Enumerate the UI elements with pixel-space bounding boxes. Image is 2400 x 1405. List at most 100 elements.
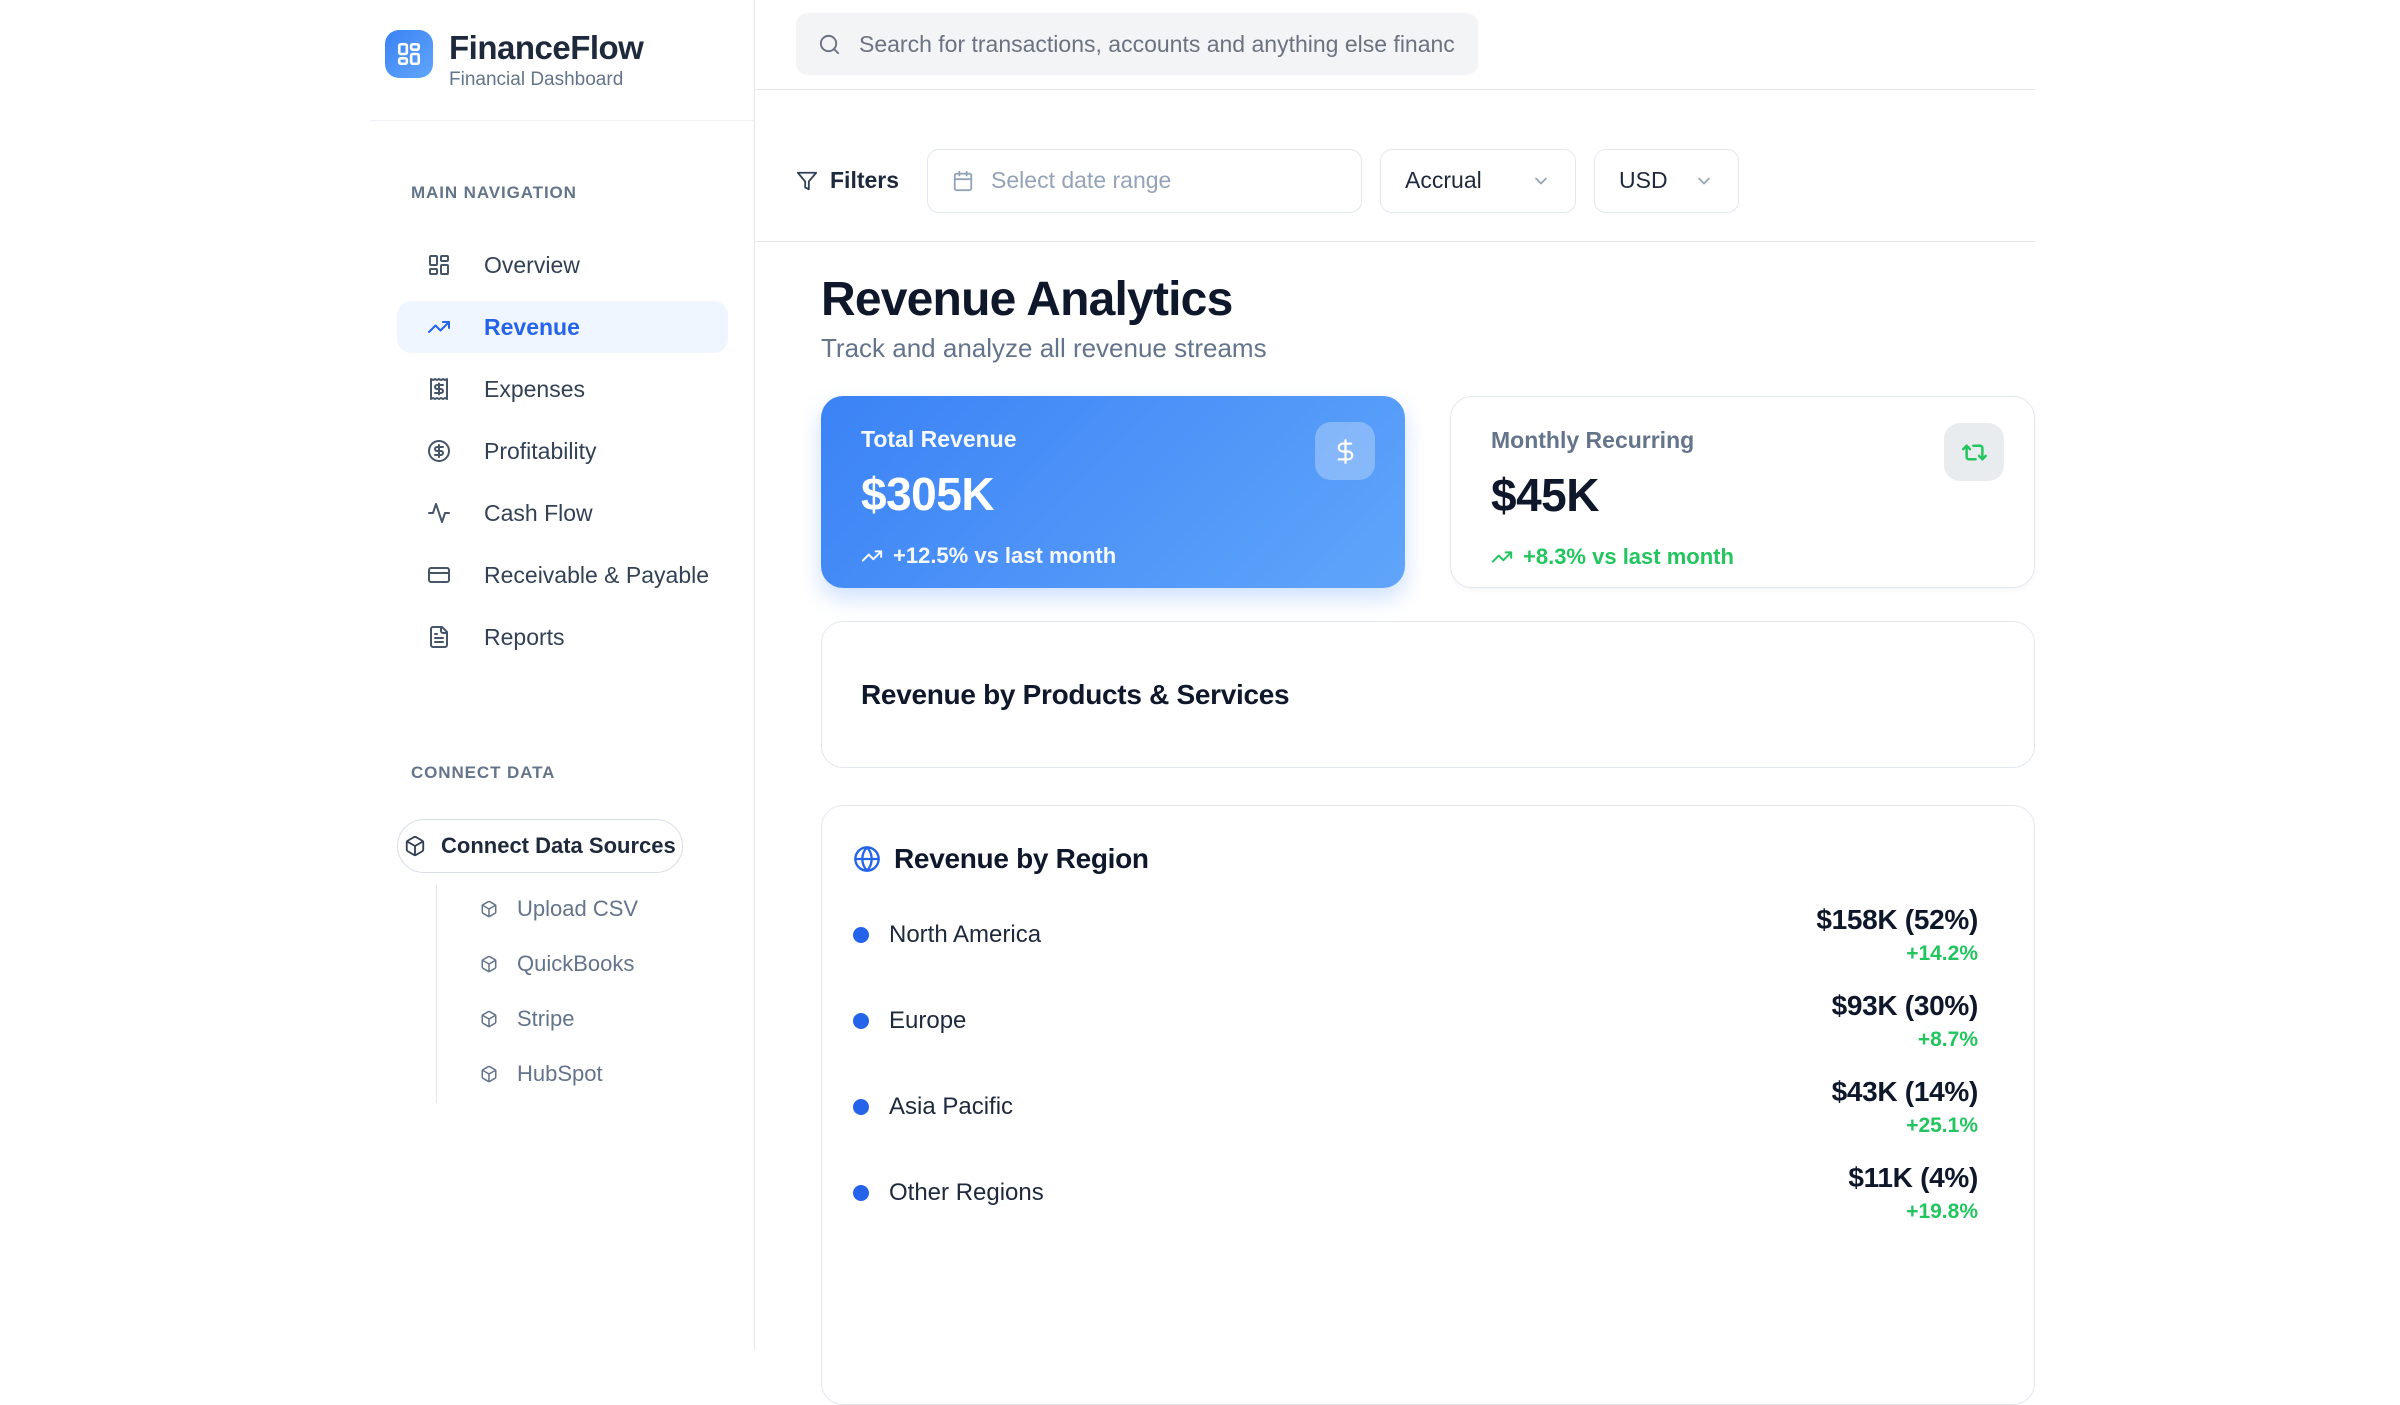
region-name: Other Regions: [889, 1179, 1044, 1206]
kpi-label: Monthly Recurring: [1491, 427, 1695, 453]
regions-panel-header: Revenue by Region: [853, 842, 1978, 876]
sidebar-item-label: Expenses: [484, 375, 586, 402]
legend-dot-icon: [853, 1185, 869, 1201]
accounting-basis-value: Accrual: [1405, 167, 1482, 193]
app-window: FinanceFlow Financial Dashboard MAIN NAV…: [370, 0, 2400, 1405]
chevron-down-icon: [1694, 171, 1714, 191]
package-icon: [480, 1010, 498, 1028]
kpi-cards: Total Revenue $305K +12.5% vs last month: [821, 396, 2035, 588]
kpi-card-total-revenue: Total Revenue $305K +12.5% vs last month: [821, 396, 1405, 588]
main-area: Filters Select date range Accrual USD: [755, 0, 2400, 1405]
receipt-icon: [427, 377, 451, 401]
kpi-value: $305K: [861, 468, 995, 520]
region-change: +25.1%: [1906, 1114, 1978, 1137]
globe-icon: [853, 845, 881, 873]
repeat-icon: [1961, 439, 1988, 466]
package-icon: [480, 900, 498, 918]
brand: FinanceFlow Financial Dashboard: [370, 0, 755, 121]
kpi-value: $45K: [1491, 469, 1599, 521]
sidebar-item-label: Reports: [484, 623, 565, 650]
accounting-basis-select[interactable]: Accrual: [1380, 148, 1577, 213]
top-bar: [755, 0, 2035, 90]
sidebar-item-label: Cash Flow: [484, 499, 593, 526]
nav-section-label: MAIN NAVIGATION: [411, 183, 577, 202]
package-icon: [404, 835, 426, 857]
source-item-label: HubSpot: [517, 1060, 603, 1086]
currency-value: USD: [1619, 167, 1668, 193]
sidebar-item-label: Receivable & Payable: [484, 561, 710, 588]
region-row-asia-pacific: Asia Pacific $43K (14%) +25.1%: [853, 1064, 1978, 1150]
brand-tagline: Financial Dashboard: [449, 69, 624, 90]
kpi-icon-chip: [1315, 422, 1375, 480]
circle-dollar-icon: [427, 439, 451, 463]
kpi-delta: +8.3% vs last month: [1491, 544, 1994, 570]
source-item-hubspot[interactable]: HubSpot: [370, 1046, 755, 1101]
data-source-list: Upload CSV QuickBooks Stripe: [370, 881, 755, 1103]
source-item-label: QuickBooks: [517, 950, 635, 976]
brand-name: FinanceFlow: [449, 29, 644, 66]
connect-data-sources-button[interactable]: Connect Data Sources: [397, 819, 683, 873]
layout-dashboard-icon: [427, 253, 451, 277]
chevron-down-icon: [1531, 171, 1551, 191]
app-logo: [385, 30, 433, 78]
search-icon: [818, 33, 841, 56]
sidebar-item-cash-flow[interactable]: Cash Flow: [397, 487, 728, 539]
trending-up-icon: [1491, 546, 1513, 568]
region-list: North America $158K (52%) +14.2% Europe: [853, 892, 1978, 1236]
kpi-card-monthly-recurring: Monthly Recurring $45K +8.3% vs last mon…: [1450, 396, 2035, 588]
main-navigation: Overview Revenue Expenses: [397, 239, 728, 663]
file-text-icon: [427, 625, 451, 649]
region-amount: $43K (14%): [1831, 1076, 1979, 1107]
package-icon: [480, 955, 498, 973]
funnel-icon: [796, 170, 818, 192]
filter-bar: Filters Select date range Accrual USD: [755, 90, 2035, 242]
sidebar-item-profitability[interactable]: Profitability: [397, 425, 728, 477]
products-panel-title: Revenue by Products & Services: [861, 678, 1290, 710]
currency-select[interactable]: USD: [1594, 148, 1740, 213]
calendar-icon: [952, 170, 974, 192]
region-change: +19.8%: [1906, 1200, 1978, 1223]
dollar-sign-icon: [1332, 438, 1359, 465]
sidebar-item-reports[interactable]: Reports: [397, 611, 728, 663]
package-icon: [480, 1065, 498, 1083]
page-title: Revenue Analytics: [821, 273, 1233, 326]
kpi-delta-text: +12.5% vs last month: [893, 543, 1117, 568]
source-item-stripe[interactable]: Stripe: [370, 991, 755, 1046]
region-row-other-regions: Other Regions $11K (4%) +19.8%: [853, 1150, 1978, 1236]
search-input[interactable]: [857, 29, 1458, 59]
regions-panel-title: Revenue by Region: [894, 843, 1149, 874]
kpi-delta-text: +8.3% vs last month: [1523, 544, 1734, 569]
connect-button-label: Connect Data Sources: [441, 833, 676, 858]
page-content: Revenue Analytics Track and analyze all …: [755, 272, 2035, 1405]
sidebar-item-label: Overview: [484, 251, 580, 278]
region-name: Asia Pacific: [889, 1093, 1014, 1120]
region-row-europe: Europe $93K (30%) +8.7%: [853, 978, 1978, 1064]
kpi-delta: +12.5% vs last month: [861, 543, 1365, 569]
products-services-panel: Revenue by Products & Services: [821, 621, 2035, 768]
region-row-north-america: North America $158K (52%) +14.2%: [853, 892, 1978, 978]
region-change: +14.2%: [1906, 942, 1978, 965]
sidebar-item-label: Profitability: [484, 437, 597, 464]
layout-dashboard-icon: [396, 41, 422, 67]
date-range-picker[interactable]: Select date range: [927, 148, 1363, 213]
sidebar-item-receivable-payable[interactable]: Receivable & Payable: [397, 549, 728, 601]
region-name: Europe: [889, 1007, 967, 1034]
credit-card-icon: [427, 563, 451, 587]
source-item-label: Stripe: [517, 1005, 575, 1031]
activity-icon: [427, 501, 451, 525]
legend-dot-icon: [853, 1013, 869, 1029]
legend-dot-icon: [853, 927, 869, 943]
trending-up-icon: [861, 545, 883, 567]
tree-indent-line: [436, 885, 437, 1103]
global-search[interactable]: [796, 13, 1478, 75]
source-item-quickbooks[interactable]: QuickBooks: [370, 936, 755, 991]
region-amount: $11K (4%): [1848, 1162, 1978, 1193]
sidebar-item-expenses[interactable]: Expenses: [397, 363, 728, 415]
sidebar-item-overview[interactable]: Overview: [397, 239, 728, 291]
kpi-label: Total Revenue: [861, 426, 1017, 452]
region-amount: $93K (30%): [1831, 990, 1979, 1021]
source-item-upload-csv[interactable]: Upload CSV: [370, 881, 755, 936]
legend-dot-icon: [853, 1099, 869, 1115]
sidebar-item-revenue[interactable]: Revenue: [397, 301, 728, 353]
region-name: North America: [889, 921, 1042, 948]
